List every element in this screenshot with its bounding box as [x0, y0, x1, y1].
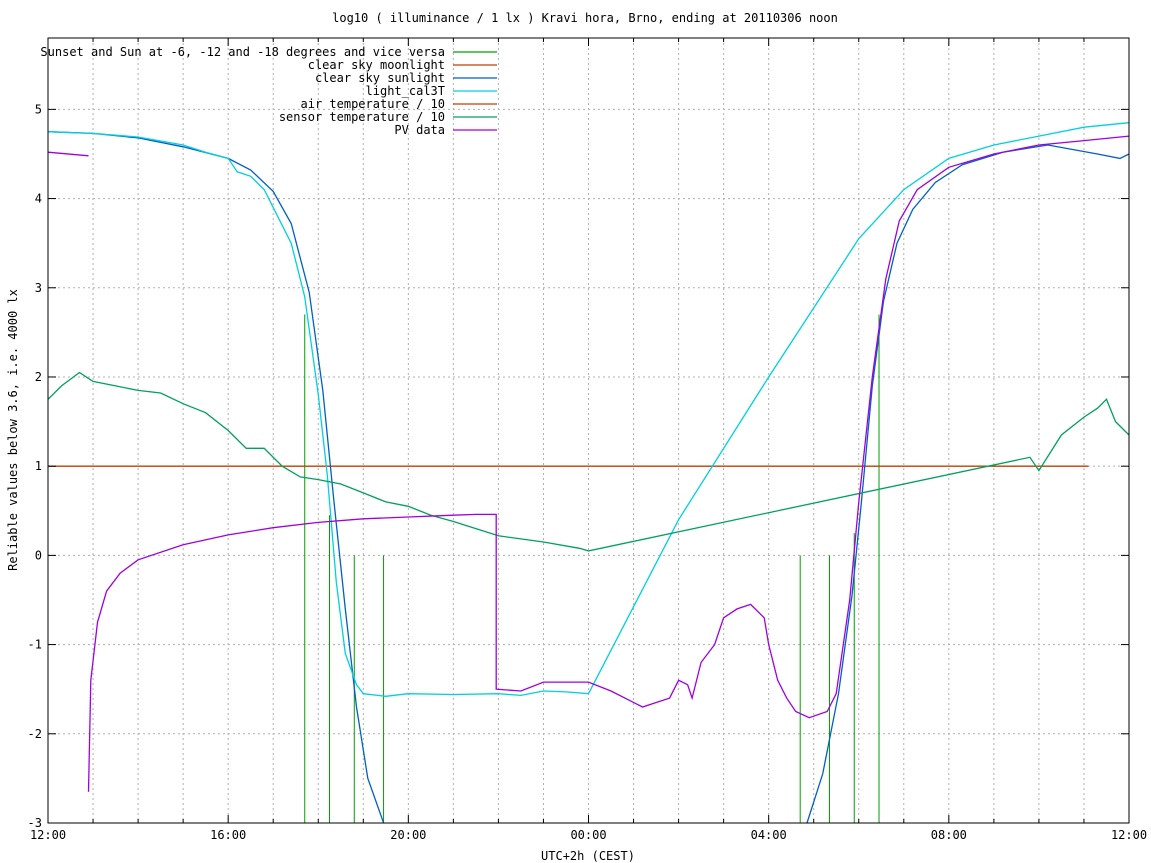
grid-lines	[48, 38, 1129, 823]
series-5-line	[47, 371, 1130, 552]
y-tick-label: 2	[35, 370, 42, 384]
chart-title: log10 ( illuminance / 1 lx ) Kravi hora,…	[332, 11, 838, 25]
legend-label: clear sky moonlight	[308, 58, 445, 72]
x-tick-label: 12:00	[1111, 828, 1147, 842]
legend: Sunset and Sun at -6, -12 and -18 degree…	[40, 45, 497, 137]
y-tick-label: 0	[35, 548, 42, 562]
x-tick-label: 00:00	[570, 828, 606, 842]
x-tick-label: 16:00	[210, 828, 246, 842]
y-tick-label: -1	[28, 638, 42, 652]
x-tick-label: 08:00	[931, 828, 967, 842]
y-tick-label: -3	[28, 816, 42, 830]
legend-label: clear sky sunlight	[315, 71, 445, 85]
series-6-line-2	[47, 151, 89, 157]
y-tick-label: 3	[35, 281, 42, 295]
y-tick-label: -2	[28, 727, 42, 741]
x-tick-label: 04:00	[751, 828, 787, 842]
y-axis-label: Reliable values below 3.6, i.e. 4000 lx	[6, 289, 20, 571]
y-tick-label: 4	[35, 192, 42, 206]
y-tick-label: 1	[35, 459, 42, 473]
series-2-line	[47, 131, 385, 824]
legend-label: Sunset and Sun at -6, -12 and -18 degree…	[40, 45, 445, 59]
legend-label: light_cal3T	[366, 84, 445, 98]
series-6-line	[87, 135, 1130, 792]
series-3-line	[47, 122, 1130, 697]
legend-label: PV data	[394, 123, 445, 137]
x-axis-label: UTC+2h (CEST)	[541, 849, 635, 863]
series-2-line-2	[806, 144, 1130, 824]
tick-labels: -3 -2 -1 0 1 2 3 4 5 12:00 16:00 20:00 00:00 04:00 08:…	[28, 38, 1147, 842]
x-tick-label: 20:00	[390, 828, 426, 842]
plot-frame	[47, 37, 1130, 824]
y-tick-label: 5	[35, 102, 42, 116]
x-tick-label: 12:00	[30, 828, 66, 842]
legend-label: sensor temperature / 10	[279, 110, 445, 124]
series-layer	[47, 122, 1130, 824]
legend-label: air temperature / 10	[301, 97, 446, 111]
